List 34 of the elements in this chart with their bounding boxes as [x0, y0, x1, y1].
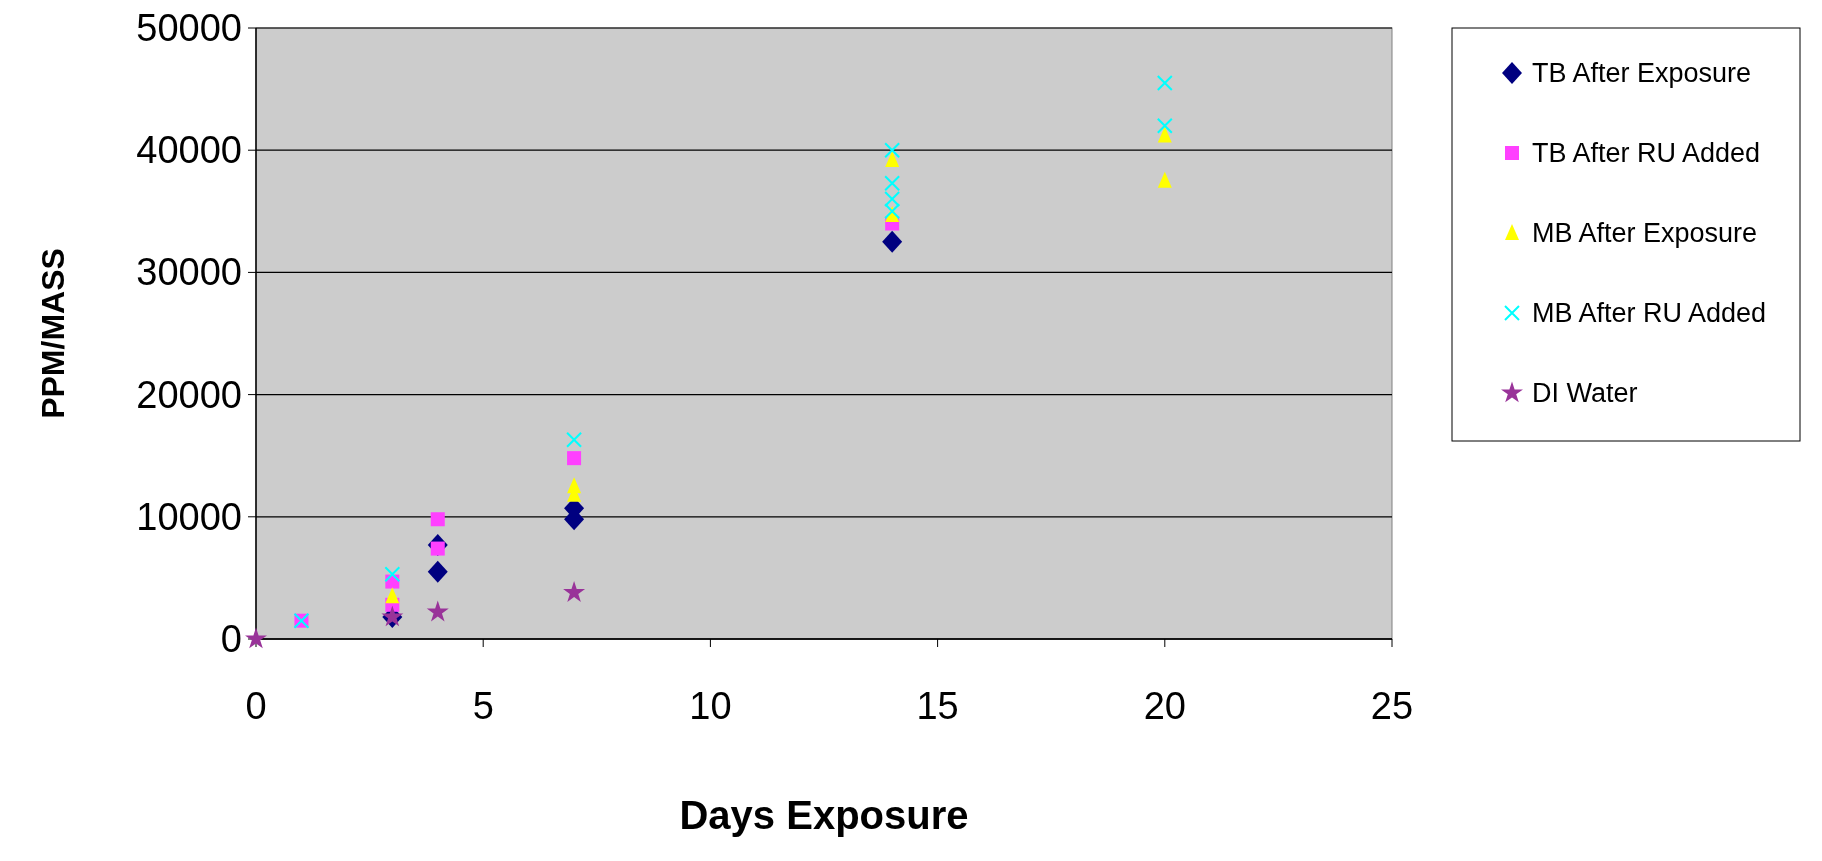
- point: [567, 451, 582, 466]
- legend-label: TB After RU Added: [1532, 138, 1761, 168]
- y-tick-label: 30000: [136, 251, 242, 294]
- y-tick-label: 50000: [136, 7, 242, 49]
- legend-label: MB After Exposure: [1532, 218, 1758, 248]
- point: [427, 560, 448, 583]
- point: [1156, 117, 1173, 134]
- point: [566, 431, 583, 448]
- x-axis-title: Days Exposure: [679, 793, 969, 837]
- legend-label: TB After Exposure: [1532, 58, 1752, 88]
- legend-label: DI Water: [1532, 378, 1638, 408]
- point: [245, 627, 267, 649]
- x-tick-label: 5: [472, 685, 494, 727]
- y-tick-label: 0: [220, 618, 242, 660]
- point: [884, 142, 901, 159]
- point: [1156, 74, 1173, 91]
- x-tick-label: 15: [916, 685, 959, 727]
- point: [885, 150, 900, 167]
- x-tick-label: 20: [1143, 685, 1186, 727]
- point: [882, 230, 903, 253]
- point: [430, 512, 445, 527]
- point: [563, 581, 586, 602]
- point: [1157, 126, 1172, 143]
- point: [426, 600, 449, 622]
- y-tick-label: 40000: [136, 129, 242, 172]
- y-axis-title: PPM/MASS: [35, 248, 71, 419]
- point: [385, 587, 400, 604]
- y-tick-label: 20000: [136, 373, 242, 416]
- point: [1157, 171, 1172, 188]
- legend-label: MB After RU Added: [1532, 298, 1767, 328]
- y-tick-label: 10000: [136, 495, 242, 538]
- x-tick-label: 10: [689, 685, 732, 727]
- point: [384, 566, 401, 583]
- x-tick-label: 25: [1370, 685, 1414, 727]
